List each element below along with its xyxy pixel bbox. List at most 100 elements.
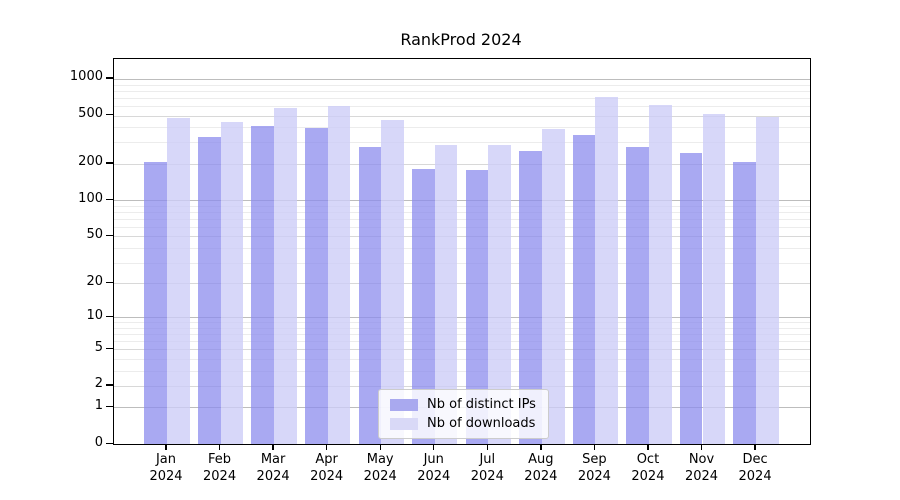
y-tick-mark-0 — [106, 442, 113, 444]
bar-downloads-may — [381, 120, 404, 444]
bar-distinct-ips-jun — [412, 168, 435, 444]
bar-distinct-ips-apr — [304, 128, 328, 444]
gridline-40 — [114, 247, 810, 249]
x-tick-month-dec: Dec — [742, 452, 768, 467]
gridline-100 — [114, 200, 810, 202]
x-tick-year-nov: 2024 — [684, 468, 719, 484]
x-tick-label-jul: Jul 2024 — [455, 452, 519, 485]
gridline-7 — [114, 334, 810, 336]
plot-area — [113, 58, 811, 445]
x-tick-mark-jan — [165, 444, 167, 450]
x-tick-label-oct: Oct 2024 — [616, 452, 680, 485]
legend-swatch-distinct-ips — [390, 398, 418, 411]
gridline-8 — [114, 327, 810, 329]
y-tick-label-100: 100 — [78, 190, 103, 206]
bar-downloads-aug — [541, 128, 565, 444]
x-tick-year-dec: 2024 — [738, 468, 772, 484]
y-tick-mark-100 — [106, 198, 113, 201]
y-tick-mark-1 — [106, 405, 113, 408]
y-tick-mark-10 — [106, 315, 113, 318]
y-tick-mark-500 — [106, 114, 113, 116]
bar-distinct-ips-jan — [144, 161, 167, 444]
bar-downloads-jun — [434, 144, 458, 444]
x-tick-mark-dec — [754, 444, 756, 450]
legend-label-distinct-ips: Nb of distinct IPs — [427, 397, 536, 412]
bar-distinct-ips-aug — [519, 151, 542, 444]
legend: Nb of distinct IPs Nb of downloads — [378, 389, 549, 439]
bar-downloads-mar — [274, 107, 297, 444]
y-tick-label-500: 500 — [78, 106, 103, 122]
x-tick-month-oct: Oct — [636, 452, 660, 467]
bar-downloads-dec — [756, 117, 779, 444]
x-tick-mark-mar — [272, 444, 274, 450]
x-tick-mark-jul — [486, 444, 488, 450]
x-tick-year-jun: 2024 — [417, 468, 451, 484]
x-tick-month-may: May — [366, 452, 394, 467]
x-tick-month-apr: Apr — [315, 452, 338, 467]
gridline-600 — [114, 105, 810, 107]
chart-title: RankProd 2024 — [400, 30, 522, 49]
bar-downloads-feb — [220, 122, 244, 444]
x-tick-mark-sep — [593, 444, 596, 450]
x-tick-year-aug: 2024 — [524, 468, 558, 484]
gridline-6 — [114, 341, 810, 343]
x-tick-mark-oct — [647, 444, 649, 450]
gridline-9 — [114, 322, 810, 324]
x-tick-year-feb: 2024 — [203, 468, 237, 484]
gridline-70 — [114, 218, 810, 220]
bar-distinct-ips-dec — [733, 162, 757, 444]
gridline-500 — [114, 115, 810, 117]
gridline-20 — [114, 283, 810, 285]
y-tick-label-10: 10 — [86, 307, 103, 323]
x-tick-mark-apr — [325, 444, 328, 450]
x-tick-label-nov: Nov 2024 — [670, 452, 734, 485]
gridline-800 — [114, 90, 810, 92]
y-tick-mark-2 — [106, 384, 113, 386]
bar-downloads-jan — [167, 117, 190, 444]
y-tick-mark-5 — [106, 347, 113, 350]
y-tick-label-1: 1 — [94, 397, 103, 413]
x-tick-month-nov: Nov — [688, 452, 715, 467]
x-tick-mark-aug — [540, 444, 542, 450]
gridline-700 — [114, 97, 810, 99]
x-tick-month-jun: Jun — [423, 452, 444, 467]
gridline-5 — [114, 349, 810, 351]
bar-downloads-jul — [488, 144, 511, 444]
bar-distinct-ips-sep — [572, 134, 596, 444]
bar-downloads-oct — [648, 105, 672, 444]
x-tick-month-feb: Feb — [208, 452, 232, 467]
x-tick-month-aug: Aug — [528, 452, 554, 467]
y-tick-label-2: 2 — [94, 376, 103, 392]
bar-downloads-sep — [595, 97, 619, 444]
x-tick-month-jul: Jul — [479, 452, 496, 467]
x-tick-label-dec: Dec 2024 — [723, 452, 787, 485]
gridline-80 — [114, 211, 810, 213]
x-tick-year-jul: 2024 — [470, 468, 504, 484]
x-tick-label-aug: Aug 2024 — [509, 452, 573, 485]
y-tick-label-200: 200 — [78, 154, 103, 170]
gridline-50 — [114, 236, 810, 238]
legend-item-downloads: Nb of downloads — [390, 416, 536, 431]
x-tick-label-feb: Feb 2024 — [188, 452, 252, 485]
y-tick-label-0: 0 — [94, 434, 103, 450]
x-tick-label-jun: Jun 2024 — [402, 452, 466, 485]
x-tick-year-jan: 2024 — [149, 468, 183, 484]
bar-downloads-apr — [327, 105, 351, 444]
x-tick-label-may: May 2024 — [348, 452, 412, 485]
gridline-2 — [114, 385, 810, 387]
gridline-900 — [114, 84, 810, 86]
y-tick-mark-50 — [106, 234, 113, 237]
x-tick-month-jan: Jan — [155, 452, 177, 467]
gridline-30 — [114, 262, 810, 264]
y-tick-mark-200 — [106, 162, 113, 164]
y-tick-mark-20 — [106, 281, 113, 284]
gridline-60 — [114, 226, 810, 228]
x-tick-mark-jun — [433, 444, 435, 450]
bar-downloads-nov — [702, 114, 726, 444]
x-tick-label-mar: Mar 2024 — [241, 452, 305, 485]
y-tick-label-1000: 1000 — [69, 69, 103, 85]
gridline-4 — [114, 358, 810, 360]
legend-item-distinct-ips: Nb of distinct IPs — [390, 397, 536, 412]
x-tick-year-sep: 2024 — [577, 468, 611, 484]
gridline-400 — [114, 127, 810, 129]
